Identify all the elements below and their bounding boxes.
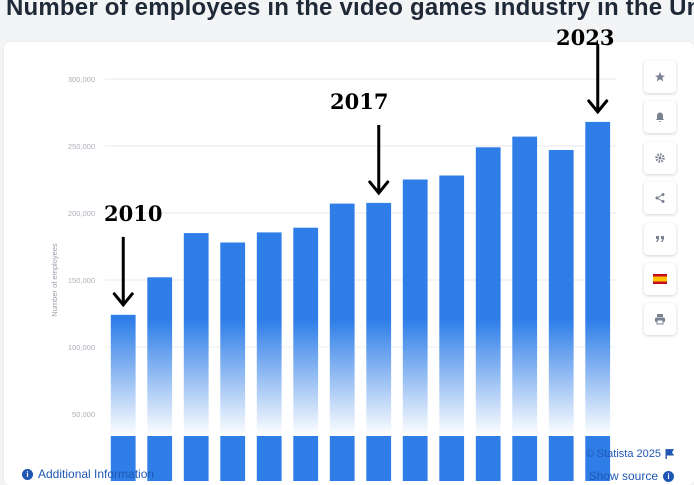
print-icon [655, 314, 665, 325]
y-tick-label: 250,000 [68, 142, 95, 151]
settings-button[interactable] [644, 142, 676, 174]
notification-button[interactable] [644, 101, 676, 133]
y-tick-label: 100,000 [68, 343, 95, 352]
annotation-arrow-2023 [587, 43, 609, 115]
language-button[interactable] [644, 263, 676, 295]
additional-information-label: Additional Information [38, 467, 155, 481]
info-icon: i [22, 468, 33, 480]
annotation-label-2010: 2010 [104, 201, 163, 226]
info-icon: i [663, 470, 674, 482]
share-button[interactable] [644, 182, 676, 214]
credit-text: © Statista 2025 [585, 448, 661, 460]
share-icon [655, 193, 665, 203]
spain-flag-icon [653, 274, 667, 284]
y-axis-title: Number of employees [50, 243, 59, 317]
statista-credit[interactable]: © Statista 2025 [586, 448, 674, 460]
show-source-link[interactable]: Show source i [589, 469, 674, 483]
quote-icon [656, 236, 664, 242]
y-axis-tick-labels: 50,000 100,000 150,000 200,000 250,000 300,00… [68, 75, 95, 419]
y-tick-label: 200,000 [68, 209, 95, 218]
additional-information-link[interactable]: i Additional Information [22, 467, 154, 481]
y-tick-label: 150,000 [68, 276, 95, 285]
annotation-label-2017: 2017 [330, 89, 389, 114]
gear-icon [655, 153, 665, 163]
show-source-label: Show source [588, 469, 658, 483]
bell-icon [656, 112, 664, 122]
annotation-arrow-2010 [112, 236, 134, 308]
annotation-label-2023: 2023 [556, 25, 615, 50]
annotation-arrows [112, 43, 609, 308]
star-icon [655, 72, 665, 82]
cite-button[interactable] [644, 223, 676, 255]
y-tick-label: 300,000 [68, 75, 95, 84]
favorite-button[interactable] [644, 61, 676, 93]
flag-icon [665, 449, 674, 459]
bottom-fade-overlay [100, 320, 620, 436]
annotation-arrow-2017 [368, 124, 390, 196]
print-button[interactable] [644, 303, 676, 335]
page-title: Number of employees in the video games i… [6, 0, 694, 21]
y-tick-label: 50,000 [72, 410, 95, 419]
